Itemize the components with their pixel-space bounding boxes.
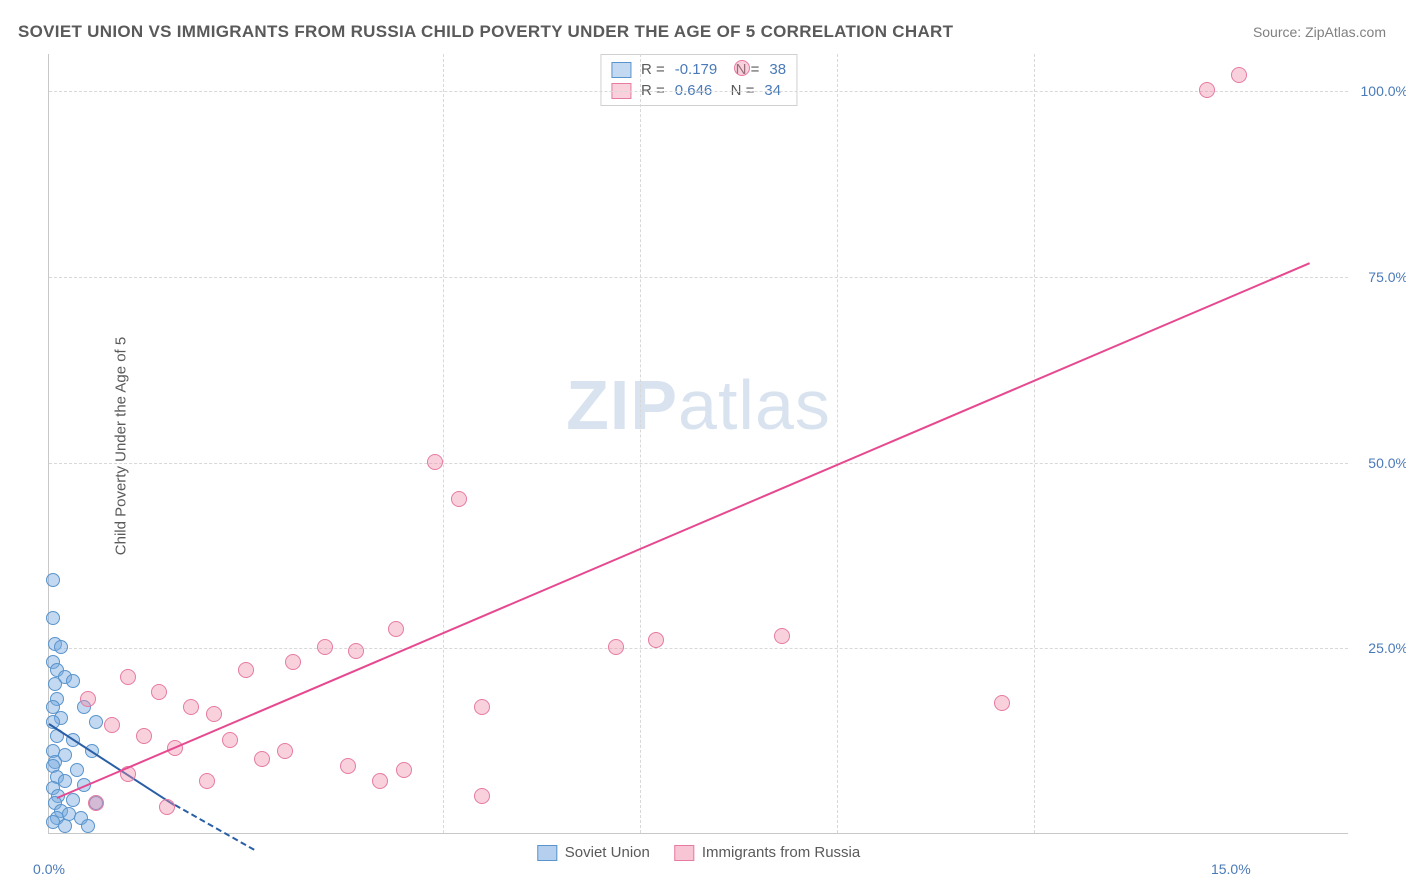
scatter-plot: ZIPatlas R = -0.179 N = 38R = 0.646 N = … bbox=[48, 54, 1348, 834]
data-point bbox=[206, 706, 222, 722]
data-point bbox=[340, 758, 356, 774]
data-point bbox=[46, 611, 60, 625]
legend-r-label: R = bbox=[641, 61, 665, 78]
series-legend-item: Immigrants from Russia bbox=[674, 844, 860, 861]
trend-line bbox=[56, 262, 1310, 799]
legend-r-value: -0.179 bbox=[675, 61, 718, 78]
data-point bbox=[474, 788, 490, 804]
data-point bbox=[80, 691, 96, 707]
data-point bbox=[774, 628, 790, 644]
gridline bbox=[49, 91, 1348, 92]
gridline bbox=[443, 54, 444, 833]
series-legend-label: Soviet Union bbox=[565, 844, 650, 861]
data-point bbox=[89, 715, 103, 729]
data-point bbox=[222, 732, 238, 748]
data-point bbox=[120, 669, 136, 685]
correlation-legend: R = -0.179 N = 38R = 0.646 N = 34 bbox=[600, 54, 797, 106]
gridline bbox=[837, 54, 838, 833]
trend-line bbox=[175, 804, 255, 850]
data-point bbox=[648, 632, 664, 648]
gridline bbox=[49, 463, 1348, 464]
data-point bbox=[136, 728, 152, 744]
data-point bbox=[372, 773, 388, 789]
data-point bbox=[1231, 67, 1247, 83]
data-point bbox=[474, 699, 490, 715]
data-point bbox=[388, 621, 404, 637]
data-point bbox=[427, 454, 443, 470]
data-point bbox=[285, 654, 301, 670]
gridline bbox=[1034, 54, 1035, 833]
source-label: Source: ZipAtlas.com bbox=[1253, 24, 1386, 40]
data-point bbox=[734, 60, 750, 76]
data-point bbox=[277, 743, 293, 759]
data-point bbox=[70, 763, 84, 777]
legend-swatch bbox=[674, 845, 694, 861]
gridline bbox=[49, 648, 1348, 649]
x-tick-label: 15.0% bbox=[1211, 861, 1251, 877]
y-tick-label: 25.0% bbox=[1353, 640, 1406, 656]
legend-swatch bbox=[611, 62, 631, 78]
data-point bbox=[183, 699, 199, 715]
data-point bbox=[46, 573, 60, 587]
data-point bbox=[608, 639, 624, 655]
data-point bbox=[151, 684, 167, 700]
data-point bbox=[81, 819, 95, 833]
data-point bbox=[58, 774, 72, 788]
chart-title: SOVIET UNION VS IMMIGRANTS FROM RUSSIA C… bbox=[18, 22, 953, 42]
data-point bbox=[348, 643, 364, 659]
series-legend-item: Soviet Union bbox=[537, 844, 650, 861]
watermark: ZIPatlas bbox=[566, 365, 831, 445]
y-tick-label: 100.0% bbox=[1353, 83, 1406, 99]
data-point bbox=[88, 795, 104, 811]
data-point bbox=[54, 640, 68, 654]
data-point bbox=[58, 819, 72, 833]
data-point bbox=[254, 751, 270, 767]
x-tick-label: 0.0% bbox=[33, 861, 65, 877]
gridline bbox=[640, 54, 641, 833]
legend-n-value: 38 bbox=[769, 61, 786, 78]
data-point bbox=[48, 677, 62, 691]
data-point bbox=[66, 674, 80, 688]
data-point bbox=[66, 793, 80, 807]
series-legend: Soviet Union Immigrants from Russia bbox=[537, 844, 860, 861]
data-point bbox=[159, 799, 175, 815]
y-tick-label: 75.0% bbox=[1353, 269, 1406, 285]
data-point bbox=[104, 717, 120, 733]
series-legend-label: Immigrants from Russia bbox=[702, 844, 860, 861]
data-point bbox=[396, 762, 412, 778]
data-point bbox=[994, 695, 1010, 711]
data-point bbox=[451, 491, 467, 507]
gridline bbox=[49, 277, 1348, 278]
legend-swatch bbox=[537, 845, 557, 861]
data-point bbox=[199, 773, 215, 789]
data-point bbox=[317, 639, 333, 655]
data-point bbox=[1199, 82, 1215, 98]
data-point bbox=[238, 662, 254, 678]
y-tick-label: 50.0% bbox=[1353, 455, 1406, 471]
legend-row: R = -0.179 N = 38 bbox=[611, 59, 786, 80]
